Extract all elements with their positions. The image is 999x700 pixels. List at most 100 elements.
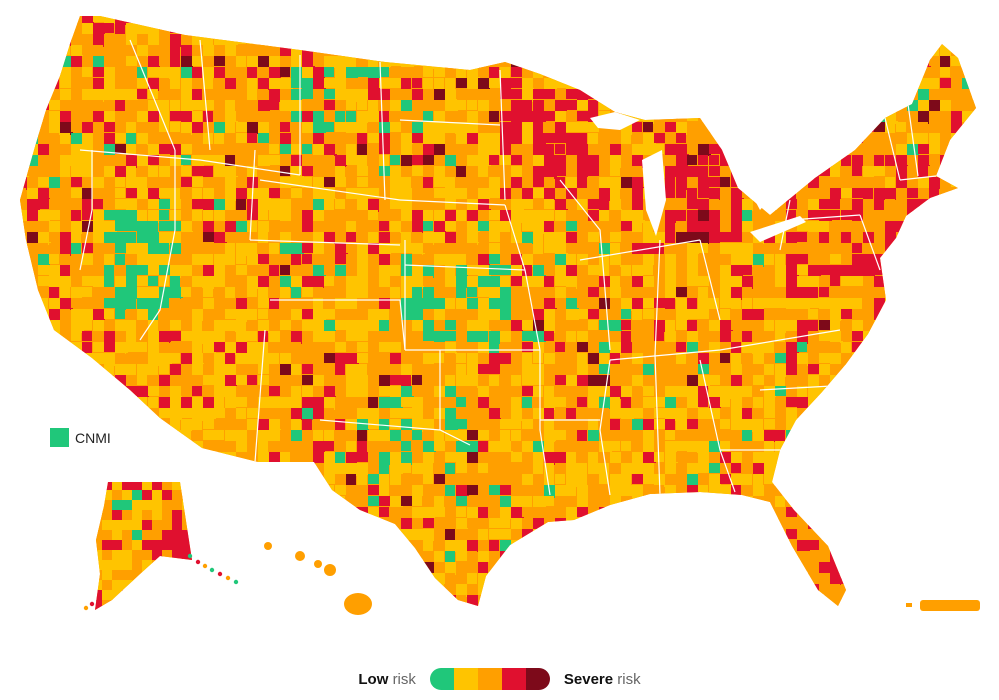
county-cell xyxy=(390,89,402,102)
county-cell xyxy=(434,485,444,496)
county-cell xyxy=(566,111,576,122)
county-cell xyxy=(698,133,708,143)
county-cell xyxy=(379,584,390,595)
county-cell xyxy=(236,78,246,90)
county-cell xyxy=(533,408,545,419)
county-cell xyxy=(225,364,238,375)
county-cell xyxy=(511,375,521,386)
county-cell xyxy=(522,111,533,124)
county-cell xyxy=(775,606,785,619)
county-cell xyxy=(786,56,797,69)
county-cell xyxy=(610,287,621,299)
county-cell xyxy=(489,496,502,507)
county-cell xyxy=(379,56,391,68)
county-cell xyxy=(874,474,886,485)
county-cell xyxy=(588,56,601,69)
county-cell xyxy=(203,452,216,464)
county-cell xyxy=(170,254,181,265)
alaska-cell xyxy=(182,482,192,491)
county-cell xyxy=(665,133,675,145)
county-cell xyxy=(841,78,851,88)
county-cell xyxy=(357,100,367,110)
county-cell xyxy=(247,375,257,385)
county-cell xyxy=(940,386,953,399)
county-cell xyxy=(445,298,455,311)
county-cell xyxy=(93,309,105,322)
county-cell xyxy=(203,441,215,451)
county-cell xyxy=(93,463,103,476)
county-cell xyxy=(764,551,776,563)
county-cell xyxy=(159,408,171,418)
county-cell xyxy=(82,452,95,465)
county-cell xyxy=(489,144,502,156)
county-cell xyxy=(49,23,62,36)
county-cell xyxy=(643,67,653,79)
county-cell xyxy=(38,276,49,286)
county-cell xyxy=(401,243,413,253)
county-cell xyxy=(445,16,456,22)
county-cell xyxy=(775,254,785,267)
county-cell xyxy=(137,276,149,286)
county-cell xyxy=(731,496,741,509)
county-cell xyxy=(214,56,227,66)
county-cell xyxy=(291,573,304,583)
county-cell xyxy=(566,474,577,487)
county-cell xyxy=(104,287,116,300)
county-cell xyxy=(698,34,710,47)
county-cell xyxy=(533,331,546,343)
county-cell xyxy=(500,485,513,495)
county-cell xyxy=(20,78,27,91)
county-cell xyxy=(214,595,227,605)
county-cell xyxy=(874,133,885,145)
county-cell xyxy=(599,89,612,100)
alaska-cell xyxy=(132,500,143,511)
county-cell xyxy=(38,573,50,583)
county-cell xyxy=(71,67,84,77)
county-cell xyxy=(676,397,689,410)
county-cell xyxy=(643,243,655,256)
county-cell xyxy=(830,232,842,242)
county-cell xyxy=(896,474,907,485)
alaska-cell xyxy=(112,590,123,601)
county-cell xyxy=(764,34,774,47)
county-cell xyxy=(775,144,788,157)
county-cell xyxy=(60,144,70,156)
county-cell xyxy=(654,463,667,474)
county-cell xyxy=(313,133,324,145)
county-cell xyxy=(885,463,898,473)
county-cell xyxy=(830,430,841,440)
county-cell xyxy=(929,177,941,189)
county-cell xyxy=(511,45,523,58)
county-cell xyxy=(885,551,898,561)
county-cell xyxy=(555,364,565,375)
county-cell xyxy=(654,45,667,55)
county-cell xyxy=(511,287,524,300)
county-cell xyxy=(621,408,634,419)
county-cell xyxy=(555,496,568,506)
county-cell xyxy=(247,243,257,255)
county-cell xyxy=(511,595,524,606)
county-cell xyxy=(170,89,181,102)
county-cell xyxy=(731,89,742,101)
county-cell xyxy=(720,265,733,278)
county-cell xyxy=(489,320,502,330)
county-cell xyxy=(918,474,930,484)
county-cell xyxy=(577,67,590,80)
county-cell xyxy=(962,265,974,275)
county-cell xyxy=(973,496,976,507)
county-cell xyxy=(830,45,842,58)
county-cell xyxy=(643,254,655,265)
county-cell xyxy=(214,353,226,366)
county-cell xyxy=(456,540,467,552)
county-cell xyxy=(764,375,777,387)
county-cell xyxy=(181,287,191,297)
county-cell xyxy=(665,595,677,606)
county-cell xyxy=(698,386,708,398)
county-cell xyxy=(137,210,147,221)
county-cell xyxy=(445,496,457,509)
county-cell xyxy=(104,56,114,68)
county-cell xyxy=(907,155,918,165)
county-cell xyxy=(357,441,367,452)
alaska-cell xyxy=(192,530,203,541)
county-cell xyxy=(313,496,323,509)
